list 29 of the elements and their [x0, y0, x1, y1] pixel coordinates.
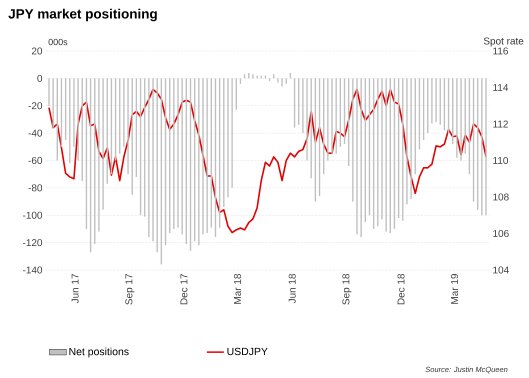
y2-tick-label: 110 [493, 156, 508, 164]
y2-axis-title: Spot rate [484, 37, 524, 47]
y-tick-label: 0 [37, 74, 42, 82]
y-tick-label: -80 [28, 184, 42, 192]
x-tick-label: Sep 17 [125, 274, 134, 305]
y2-tick-label: 112 [493, 120, 508, 128]
y2-tick-label: 116 [493, 47, 508, 55]
y-tick-label: -100 [22, 212, 42, 219]
y-axis-title: 000s [48, 38, 68, 46]
y-tick-label: -20 [28, 102, 42, 110]
x-tick-label: Jun 18 [288, 274, 296, 304]
legend-label: Net positions [69, 348, 129, 358]
x-tick-label: Mar 19 [450, 274, 458, 304]
y2-tick-label: 114 [493, 84, 508, 91]
legend-label: USDJPY [227, 348, 268, 356]
y2-tick-label: 106 [493, 230, 509, 238]
x-tick-label: Sep 18 [342, 274, 352, 305]
x-tick-label: Mar 18 [234, 274, 241, 304]
x-tick-label: Jun 17 [72, 274, 79, 304]
chart-title: JPY market positioning [8, 8, 157, 22]
y-tick-label: 20 [32, 47, 42, 55]
y2-tick-label: 104 [493, 266, 509, 274]
x-tick-label: Dec 18 [397, 274, 405, 304]
y2-tick-label: 108 [493, 193, 509, 201]
y-tick-label: -60 [28, 156, 42, 164]
y-tick-label: -120 [22, 239, 42, 246]
x-tick-label: Dec 17 [180, 274, 188, 304]
y-tick-label: -140 [22, 266, 42, 274]
y-tick-label: -40 [28, 130, 42, 137]
